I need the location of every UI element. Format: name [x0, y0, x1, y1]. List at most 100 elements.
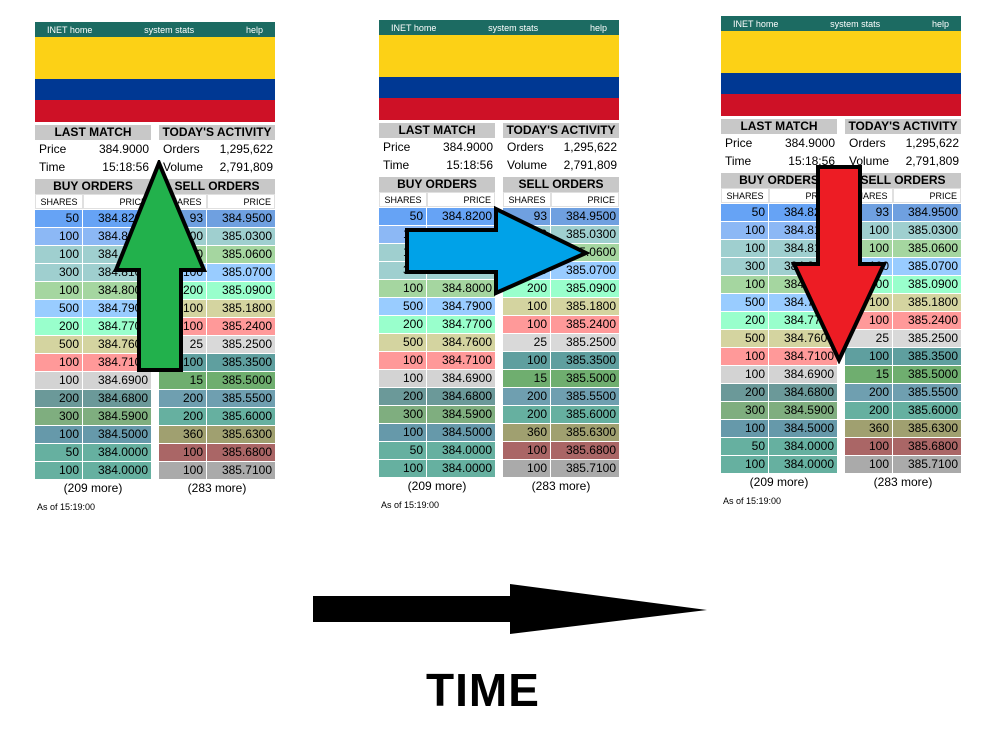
orders-row: Orders 1,295,622 [503, 138, 619, 156]
volume-value: 2,791,809 [905, 154, 959, 168]
buy-order-row: 100 384.0000 [35, 462, 151, 479]
order-price: 385.3500 [893, 348, 961, 365]
order-price: 385.5000 [893, 366, 961, 383]
sell-order-row: 360 385.6300 [845, 420, 961, 437]
order-price: 384.8200 [427, 208, 495, 225]
order-shares: 100 [721, 366, 768, 383]
shares-column-header: SHARES [379, 192, 427, 207]
nav-system-stats-link[interactable]: system stats [830, 18, 881, 29]
sell-orders-header: SELL ORDERS [159, 179, 275, 194]
last-time-row: Time 15:18:56 [35, 158, 151, 176]
sell-order-row: 100 385.6800 [159, 444, 275, 461]
flag-yellow-stripe [379, 35, 619, 77]
todays-activity-header: TODAY'S ACTIVITY [503, 123, 619, 138]
sell-order-row: 360 385.6300 [503, 424, 619, 441]
sell-order-row: 200 385.5500 [845, 384, 961, 401]
order-shares: 100 [503, 352, 550, 369]
sell-order-row: 200 385.0900 [503, 280, 619, 297]
buy-more-count[interactable]: (209 more) [749, 475, 809, 489]
buy-more-count[interactable]: (209 more) [63, 481, 123, 495]
buy-order-row: 500 384.7900 [35, 300, 151, 317]
nav-inet-home-link[interactable]: INET home [47, 24, 93, 35]
order-shares: 360 [159, 426, 206, 443]
order-shares: 200 [35, 318, 82, 335]
nav-help-link[interactable]: help [589, 22, 607, 33]
last-price-row: Price 384.9000 [721, 134, 837, 152]
order-shares: 200 [845, 402, 892, 419]
order-price: 385.6000 [207, 408, 275, 425]
orders-value: 1,295,622 [905, 136, 959, 150]
flag-blue-stripe [379, 77, 619, 98]
todays-activity-header: TODAY'S ACTIVITY [159, 125, 275, 140]
nav-help-link[interactable]: help [245, 24, 263, 35]
order-price: 385.2500 [893, 330, 961, 347]
order-shares: 200 [379, 316, 426, 333]
order-shares: 360 [845, 420, 892, 437]
summary-section: LAST MATCH Price 384.9000 Time 15:18:56 … [379, 120, 619, 174]
flag-red-stripe [379, 98, 619, 120]
order-shares: 50 [721, 438, 768, 455]
order-price: 385.3500 [207, 354, 275, 371]
as-of-timestamp: As of 15:19:00 [381, 500, 440, 510]
buy-order-row: 200 384.6800 [721, 384, 837, 401]
order-price: 384.6800 [83, 390, 151, 407]
orders-label: Orders [507, 140, 544, 154]
flag-yellow-stripe [721, 31, 961, 73]
order-shares: 100 [721, 348, 768, 365]
order-price: 385.6300 [893, 420, 961, 437]
order-price: 385.6800 [551, 442, 619, 459]
orders-label: Orders [849, 136, 886, 150]
sell-more-count[interactable]: (283 more) [187, 481, 247, 495]
order-price: 385.0900 [551, 280, 619, 297]
sell-order-row: 100 385.3500 [845, 348, 961, 365]
order-shares: 100 [845, 348, 892, 365]
order-price: 384.0000 [427, 460, 495, 477]
todays-activity-header: TODAY'S ACTIVITY [845, 119, 961, 134]
sell-order-row: 100 385.7100 [845, 456, 961, 473]
order-shares: 50 [35, 210, 82, 227]
order-price: 384.0000 [83, 444, 151, 461]
order-price: 384.8000 [83, 282, 151, 299]
sell-order-row: 100 385.2400 [503, 316, 619, 333]
sell-column-header: SHARES PRICE [845, 188, 961, 203]
order-shares: 100 [35, 354, 82, 371]
shares-column-header: SHARES [503, 192, 551, 207]
order-price: 385.5500 [551, 388, 619, 405]
orders-value: 1,295,622 [219, 142, 273, 156]
order-price: 384.5900 [83, 408, 151, 425]
red-down-arrow-icon [790, 165, 888, 364]
order-price: 385.5000 [551, 370, 619, 387]
buy-order-row: 200 384.7700 [35, 318, 151, 335]
order-shares: 100 [379, 352, 426, 369]
sell-order-row: 25 385.2500 [503, 334, 619, 351]
sell-order-row: 100 385.3500 [159, 354, 275, 371]
order-price: 385.5500 [207, 390, 275, 407]
buy-order-row: 500 384.7600 [35, 336, 151, 353]
order-shares: 15 [159, 372, 206, 389]
flag-blue-stripe [721, 73, 961, 94]
order-price: 384.9500 [893, 204, 961, 221]
buy-orders-section: BUY ORDERS SHARES PRICE 50384.8200100384… [721, 170, 837, 491]
last-price-row: Price 384.9000 [379, 138, 495, 156]
blue-right-arrow-icon [405, 206, 590, 296]
order-shares: 100 [159, 462, 206, 479]
sell-more-count[interactable]: (283 more) [873, 475, 933, 489]
nav-system-stats-link[interactable]: system stats [144, 24, 195, 35]
buy-more-count[interactable]: (209 more) [407, 479, 467, 493]
nav-inet-home-link[interactable]: INET home [391, 22, 437, 33]
order-shares: 200 [503, 388, 550, 405]
nav-help-link[interactable]: help [931, 18, 949, 29]
nav-inet-home-link[interactable]: INET home [733, 18, 779, 29]
order-price: 385.6800 [893, 438, 961, 455]
sell-more-count[interactable]: (283 more) [531, 479, 591, 493]
buy-order-row: 100 384.6900 [35, 372, 151, 389]
order-price: 384.7700 [83, 318, 151, 335]
order-shares: 100 [721, 456, 768, 473]
order-shares: 100 [35, 282, 82, 299]
order-shares: 500 [379, 334, 426, 351]
order-shares: 25 [845, 330, 892, 347]
nav-bar: INET home system stats help [379, 20, 619, 35]
volume-label: Volume [507, 158, 548, 172]
order-price: 385.6300 [207, 426, 275, 443]
nav-system-stats-link[interactable]: system stats [488, 22, 539, 33]
